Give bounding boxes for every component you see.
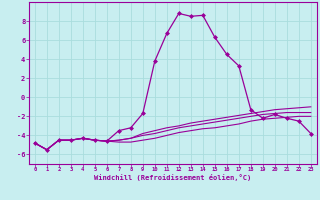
X-axis label: Windchill (Refroidissement éolien,°C): Windchill (Refroidissement éolien,°C) bbox=[94, 174, 252, 181]
